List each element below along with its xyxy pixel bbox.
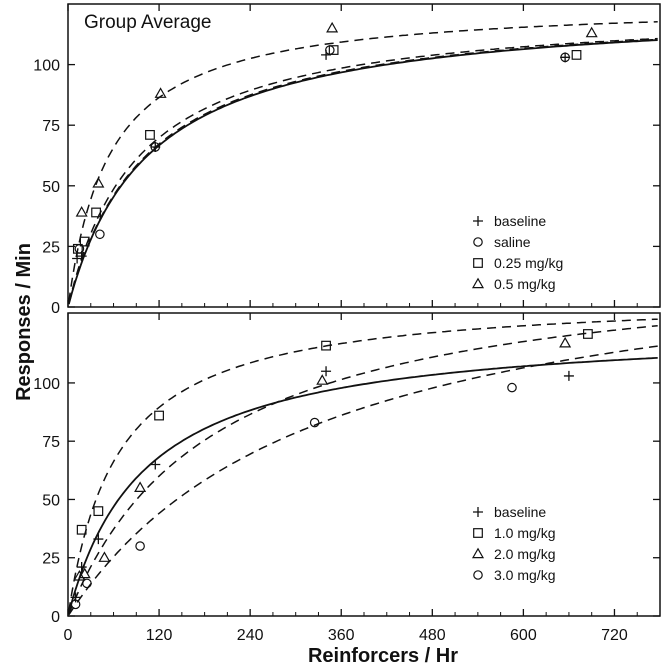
top-x-ticks	[67, 4, 638, 307]
data-point	[73, 569, 86, 581]
y-tick-label: 100	[33, 376, 60, 393]
top-fit-curves	[67, 21, 658, 305]
fit-curve	[68, 21, 658, 302]
data-point	[76, 524, 87, 535]
legend-marker	[473, 258, 483, 268]
legend-label: 2.0 mg/kg	[494, 546, 555, 562]
bottom-data-points	[70, 329, 593, 610]
data-point	[154, 87, 167, 98]
data-point	[585, 26, 598, 38]
data-point	[91, 207, 101, 218]
x-tick-label: 720	[601, 627, 628, 644]
data-point	[76, 562, 87, 573]
legend-label: 0.25 mg/kg	[494, 255, 563, 271]
legend-label: 1.0 mg/kg	[494, 525, 555, 541]
x-tick-label: 240	[237, 627, 264, 644]
bottom-y-ticks: 0 25 50 75 100	[33, 376, 660, 626]
y-tick-label: 75	[42, 118, 60, 135]
legend-marker	[473, 570, 483, 580]
legend-label: 3.0 mg/kg	[494, 567, 555, 583]
data-point	[79, 236, 90, 247]
legend-marker	[473, 216, 483, 226]
top-data-points	[72, 21, 598, 264]
y-tick-label: 25	[42, 551, 60, 568]
data-point	[154, 410, 164, 421]
data-point	[507, 382, 517, 393]
legend-label: baseline	[494, 213, 546, 229]
legend-marker	[471, 277, 485, 289]
legend-marker	[473, 237, 483, 247]
data-point	[134, 481, 147, 493]
data-point	[72, 243, 83, 254]
bottom-panel: 0 120 240 360 480 600 720 0 25 50 75 100 baseline 1…	[33, 312, 661, 644]
y-tick-label: 50	[42, 492, 60, 509]
y-tick-label: 0	[51, 300, 60, 317]
data-point	[326, 21, 339, 33]
y-axis-label: Responses / Min	[13, 243, 35, 401]
data-point	[571, 50, 582, 60]
data-point	[582, 329, 593, 339]
y-tick-label: 100	[33, 58, 60, 75]
top-panel-frame	[67, 3, 661, 308]
fit-curve	[67, 39, 658, 305]
data-point	[78, 567, 91, 579]
y-tick-label: 50	[42, 179, 60, 196]
x-tick-label: 120	[146, 627, 173, 644]
data-point	[321, 366, 332, 377]
legend-marker	[473, 507, 483, 517]
fit-curve	[67, 357, 658, 614]
legend-marker	[473, 528, 483, 538]
data-point	[560, 52, 571, 63]
data-point	[559, 336, 572, 348]
bottom-fit-curves	[67, 318, 658, 616]
data-point	[150, 142, 161, 153]
data-point	[309, 417, 320, 428]
data-point	[72, 253, 83, 264]
data-point	[145, 129, 155, 140]
data-point	[321, 340, 331, 351]
data-point	[75, 206, 88, 217]
legend-label: baseline	[494, 504, 546, 520]
x-tick-label: 0	[64, 627, 73, 644]
fit-curve	[68, 38, 658, 305]
data-point	[563, 370, 574, 381]
y-tick-label: 0	[51, 609, 60, 626]
fit-curve	[68, 345, 658, 616]
data-point	[98, 551, 111, 562]
data-point	[150, 142, 161, 152]
fit-curve	[68, 37, 658, 304]
bottom-legend: baseline 1.0 mg/kg 2.0 mg/kg 3.0 mg/kg	[471, 504, 555, 583]
fit-curve	[68, 324, 658, 615]
y-tick-label: 75	[42, 434, 60, 451]
data-point	[95, 229, 105, 240]
top-y-ticks: 0 25 50 75 100	[33, 58, 660, 317]
data-point	[560, 52, 570, 63]
x-tick-label: 360	[328, 627, 355, 644]
data-point	[92, 176, 105, 188]
legend-label: 0.5 mg/kg	[494, 276, 555, 292]
data-point	[93, 534, 104, 545]
legend-marker	[471, 547, 485, 559]
x-axis-label: Reinforcers / Hr	[308, 645, 458, 667]
x-tick-label: 600	[510, 627, 537, 644]
x-tick-label: 480	[419, 627, 446, 644]
y-tick-label: 25	[42, 239, 60, 256]
data-point	[316, 374, 329, 385]
chart-title: Group Average	[84, 12, 211, 33]
top-legend: baseline saline 0.25 mg/kg 0.5 mg/kg	[471, 213, 563, 292]
data-point	[150, 459, 161, 470]
bottom-x-ticks: 0 120 240 360 480 600 720	[64, 313, 638, 644]
legend-label: saline	[494, 234, 531, 250]
data-point	[328, 45, 339, 55]
data-point	[70, 599, 81, 610]
data-point	[93, 506, 104, 517]
data-point	[135, 541, 145, 551]
data-point	[82, 578, 92, 589]
